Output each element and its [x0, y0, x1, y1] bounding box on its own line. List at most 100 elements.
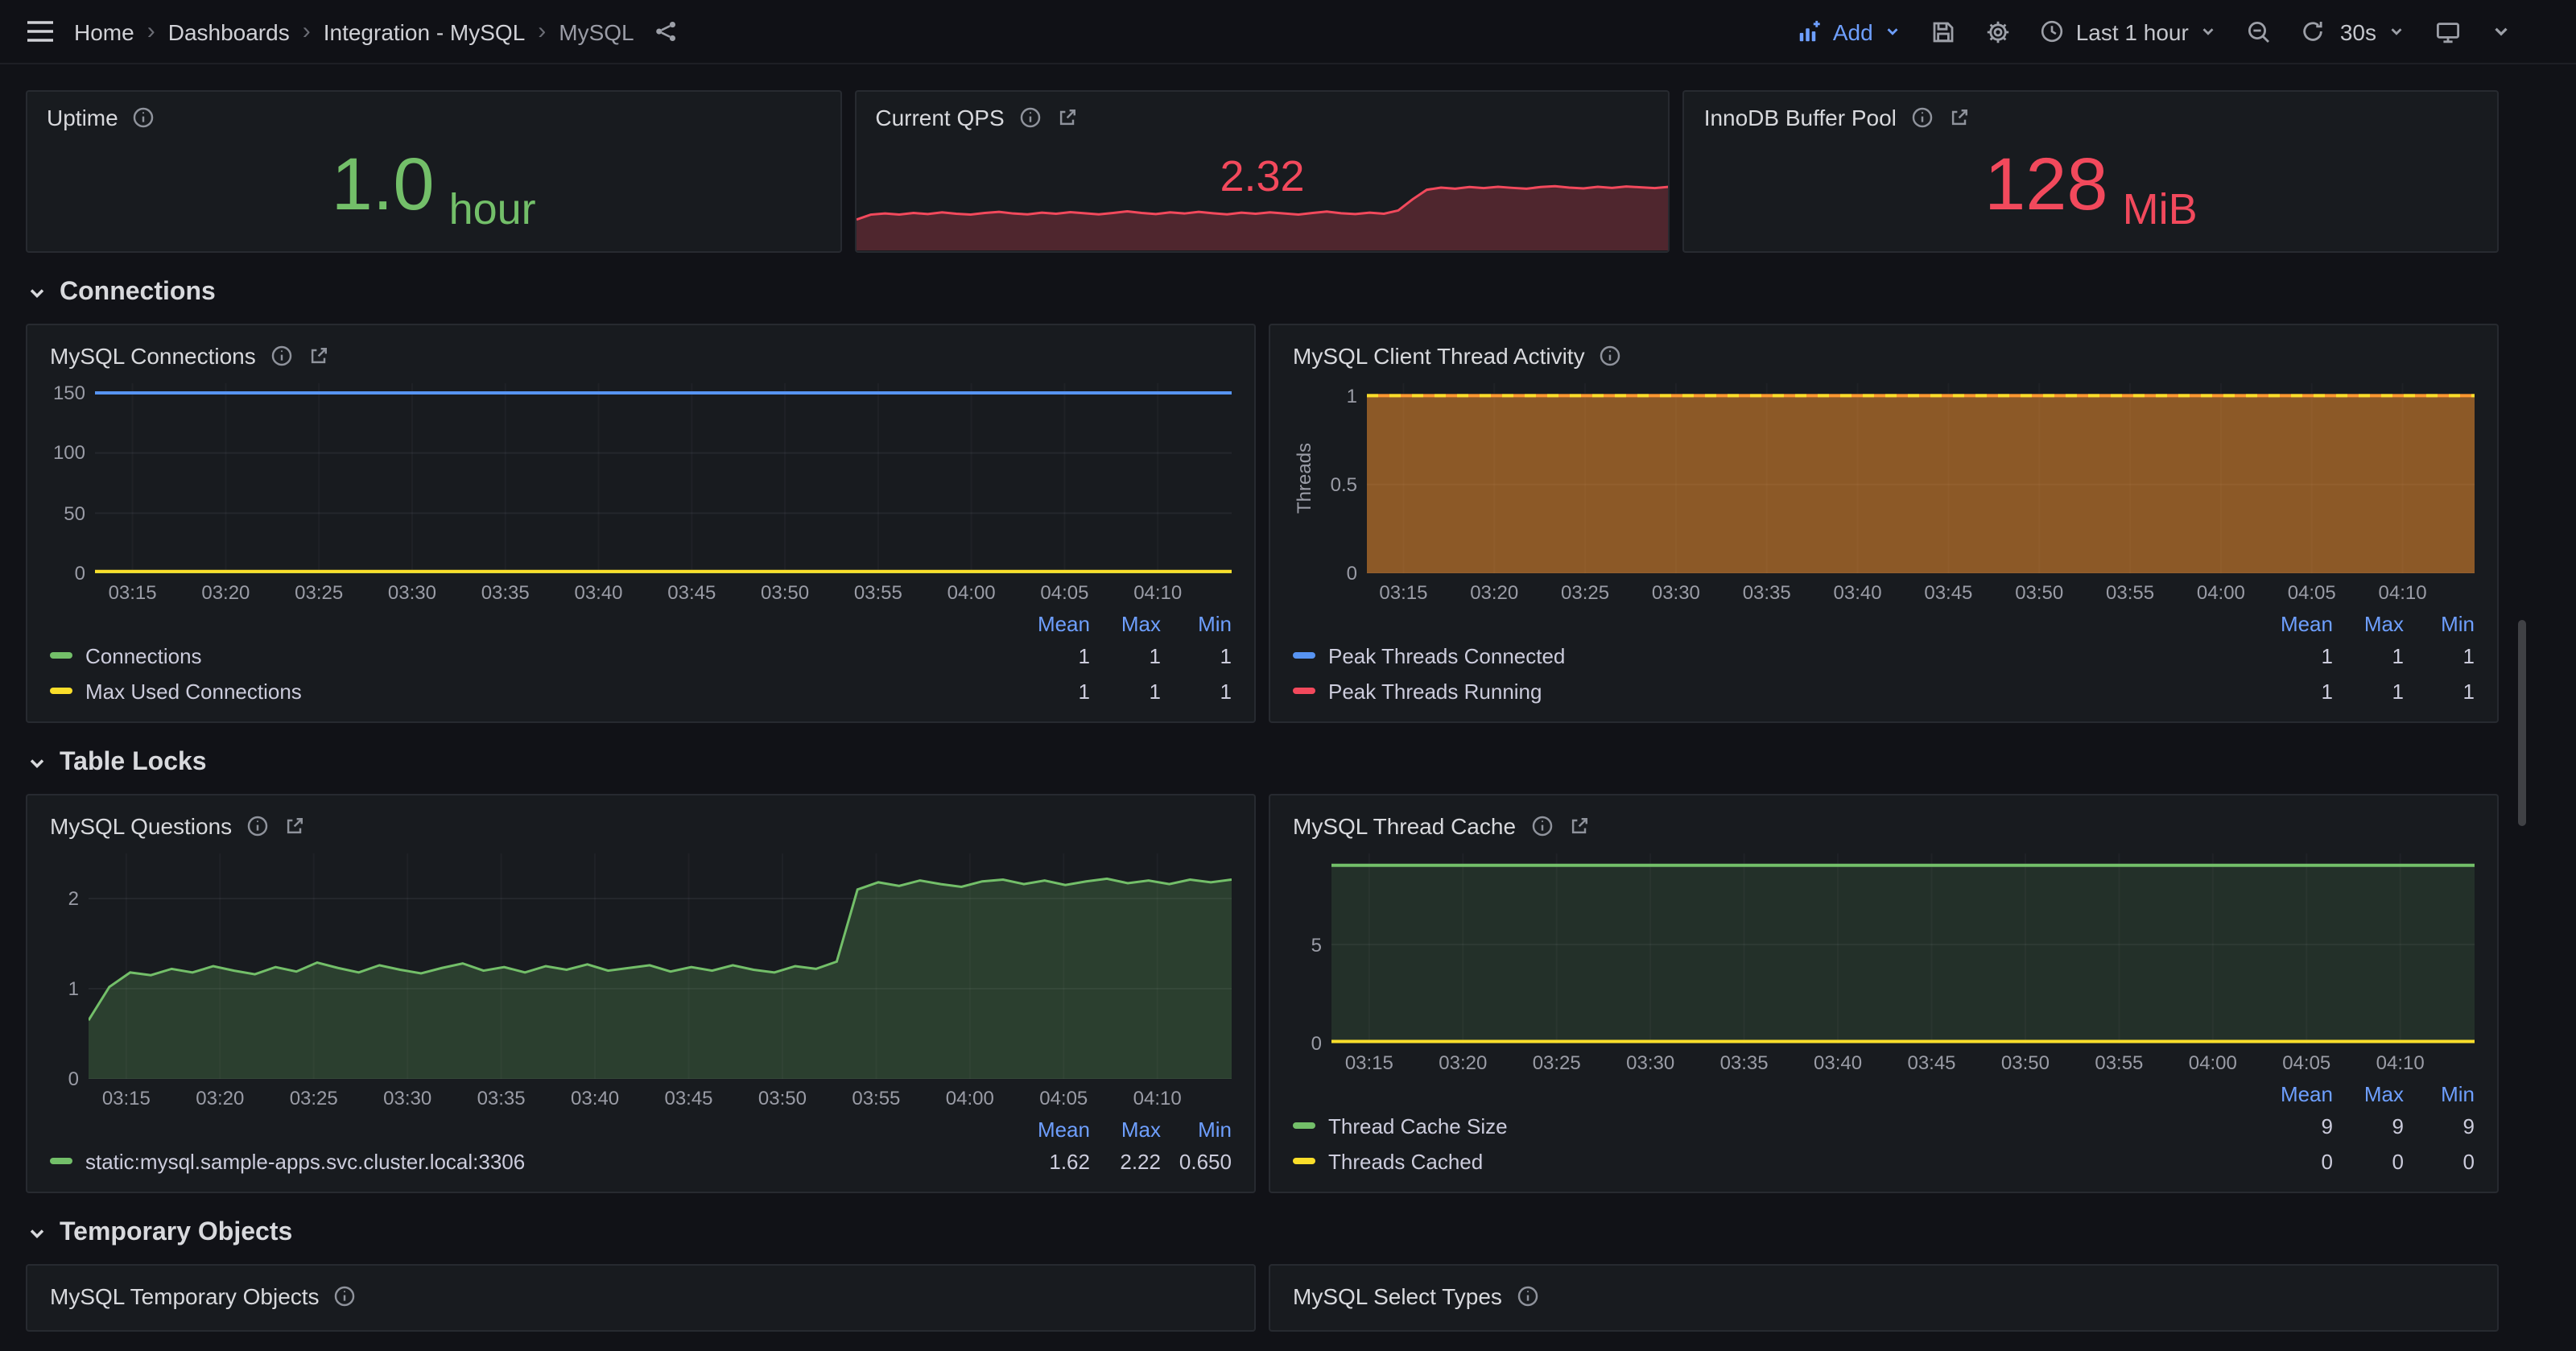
- info-icon[interactable]: [270, 345, 293, 367]
- save-dashboard-button[interactable]: [1931, 19, 1957, 44]
- clock-icon: [2041, 20, 2063, 43]
- section-connections[interactable]: Connections: [26, 279, 2499, 308]
- mysql-client-thread-activity-chart: 0 0.5 1 Threads 03:15 03:20 03:25 03:30 03:35 03…: [1293, 383, 2475, 709]
- breadcrumb-mysql[interactable]: MySQL: [559, 19, 634, 44]
- breadcrumb-integration-mysql[interactable]: Integration - MySQL: [323, 19, 526, 44]
- panel-title[interactable]: MySQL Connections: [50, 343, 256, 369]
- legend-series-label[interactable]: Peak Threads Connected: [1328, 643, 1566, 667]
- legend-series-label[interactable]: Max Used Connections: [85, 679, 302, 703]
- info-icon[interactable]: [1019, 106, 1042, 129]
- series-color-swatch: [1293, 1122, 1315, 1129]
- refresh-button[interactable]: [2301, 19, 2326, 43]
- panel-mysql-temporary-objects: MySQL Temporary Objects: [26, 1264, 1256, 1332]
- section-temporary-objects[interactable]: Temporary Objects: [26, 1219, 2499, 1248]
- mysql-connections-chart: 0 50 100 150 03:15 03:20 03:25 03:30 03:35 03:40…: [50, 382, 1232, 709]
- legend-series-label[interactable]: Threads Cached: [1328, 1149, 1484, 1173]
- plot-area: [95, 383, 1232, 573]
- external-link-icon[interactable]: [283, 815, 306, 837]
- breadcrumb: Home › Dashboards › Integration - MySQL …: [74, 18, 634, 45]
- external-link-icon[interactable]: [1948, 106, 1971, 129]
- panel-title[interactable]: MySQL Questions: [50, 813, 233, 839]
- time-range-picker[interactable]: Last 1 hour: [2041, 19, 2218, 44]
- share-icon: [655, 22, 675, 41]
- chevron-down-icon: [26, 282, 48, 304]
- panel-title[interactable]: MySQL Thread Cache: [1293, 813, 1517, 839]
- legend-row[interactable]: Peak Threads Connected 1 1 1: [1293, 638, 2475, 673]
- info-icon[interactable]: [1600, 345, 1622, 367]
- stat-value: 128 MiB: [1685, 92, 2497, 251]
- gear-icon: [1988, 20, 2009, 43]
- uptime-value: 1.0: [331, 142, 435, 225]
- y-axis: 0 0.5 1 Threads: [1293, 384, 1357, 585]
- x-axis: 03:15 03:20 03:25 03:30 03:35 03:40 03:45 03:50…: [108, 581, 1183, 604]
- legend-row[interactable]: Connections 1 1 1: [50, 638, 1232, 673]
- section-title: Temporary Objects: [60, 1219, 293, 1246]
- series-color-swatch: [1293, 652, 1315, 659]
- external-link-icon[interactable]: [1567, 815, 1590, 837]
- tv-mode-button[interactable]: [2434, 19, 2462, 44]
- legend-header: Mean Max Min: [1037, 611, 1232, 635]
- toolbar-chevron-button[interactable]: [2491, 21, 2512, 42]
- panel-title[interactable]: Uptime: [47, 105, 118, 130]
- share-button[interactable]: [654, 19, 678, 43]
- breadcrumb-separator: ›: [538, 18, 547, 45]
- legend-row[interactable]: Threads Cached 0 0 0: [1293, 1143, 2475, 1179]
- info-icon[interactable]: [1911, 106, 1934, 129]
- external-link-icon[interactable]: [1056, 106, 1079, 129]
- panel-title[interactable]: InnoDB Buffer Pool: [1703, 105, 1897, 130]
- legend-row[interactable]: Peak Threads Running 1 1 1: [1293, 673, 2475, 709]
- chevron-down-icon: [26, 1222, 48, 1245]
- external-link-icon[interactable]: [308, 345, 330, 367]
- series-color-swatch: [1293, 688, 1315, 694]
- info-icon[interactable]: [133, 106, 155, 129]
- legend: Mean Max Min static:mysql.sample-apps.svc.c…: [50, 1111, 1232, 1179]
- info-icon[interactable]: [246, 815, 269, 837]
- plot-area: [89, 853, 1232, 1079]
- legend-row[interactable]: Thread Cache Size 9 9 9: [1293, 1108, 2475, 1143]
- section-title: Table Locks: [60, 749, 207, 776]
- legend-series-label[interactable]: Connections: [85, 643, 202, 667]
- legend-series-label[interactable]: Peak Threads Running: [1328, 679, 1542, 703]
- panel-title[interactable]: Current QPS: [875, 105, 1005, 130]
- series-color-swatch: [1293, 1158, 1315, 1164]
- panel-mysql-client-thread-activity: MySQL Client Thread Activity 0 0.5 1 Thread…: [1269, 324, 2499, 723]
- x-axis: 03:15 03:20 03:25 03:30 03:35 03:40 03:45 03:50…: [101, 1087, 1182, 1109]
- breadcrumb-home[interactable]: Home: [74, 19, 134, 44]
- refresh-interval-picker[interactable]: 30s: [2340, 19, 2405, 44]
- panel-title[interactable]: MySQL Client Thread Activity: [1293, 343, 1585, 369]
- x-axis: 03:15 03:20 03:25 03:30 03:35 03:40 03:45 03:50…: [1344, 1051, 2425, 1074]
- panel-title[interactable]: MySQL Select Types: [1293, 1283, 1502, 1309]
- section-table-locks[interactable]: Table Locks: [26, 749, 2499, 778]
- breadcrumb-separator: ›: [147, 18, 155, 45]
- add-button[interactable]: Add: [1798, 19, 1902, 44]
- legend: Mean Max Min Connections 1 1 1 Max Used Connect…: [50, 605, 1232, 709]
- add-label: Add: [1832, 19, 1873, 44]
- panel-title[interactable]: MySQL Temporary Objects: [50, 1283, 320, 1309]
- dashboard-settings-button[interactable]: [1986, 19, 2012, 44]
- info-icon[interactable]: [1530, 815, 1553, 837]
- legend-series-label[interactable]: Thread Cache Size: [1328, 1113, 1508, 1138]
- chevron-down-icon: [26, 752, 48, 775]
- panel-current-qps: Current QPS 2.32: [854, 90, 1670, 253]
- series-color-swatch: [50, 652, 72, 659]
- legend: Mean Max Min Peak Threads Connected 1 1 1 Peak …: [1293, 605, 2475, 709]
- panel-uptime: Uptime 1.0 hour: [26, 90, 842, 253]
- zoom-out-button[interactable]: [2247, 19, 2273, 44]
- info-icon[interactable]: [1517, 1285, 1539, 1308]
- chevron-down-icon: [2203, 28, 2215, 35]
- legend-series-label[interactable]: static:mysql.sample-apps.svc.cluster.loc…: [85, 1149, 526, 1173]
- zoom-out-icon: [2248, 20, 2270, 42]
- breadcrumb-dashboards[interactable]: Dashboards: [167, 19, 290, 44]
- legend-row[interactable]: static:mysql.sample-apps.svc.cluster.loc…: [50, 1143, 1232, 1179]
- panel-mysql-connections: MySQL Connections 0 50 100 150 03:15 03:20 03…: [26, 324, 1256, 723]
- menu-toggle-button[interactable]: [26, 19, 55, 43]
- legend: Mean Max Min Thread Cache Size 9 9 9 Threads Ca…: [1293, 1076, 2475, 1179]
- legend-row[interactable]: Max Used Connections 1 1 1: [50, 673, 1232, 709]
- info-icon[interactable]: [334, 1285, 357, 1308]
- scrollbar-thumb[interactable]: [2518, 620, 2526, 826]
